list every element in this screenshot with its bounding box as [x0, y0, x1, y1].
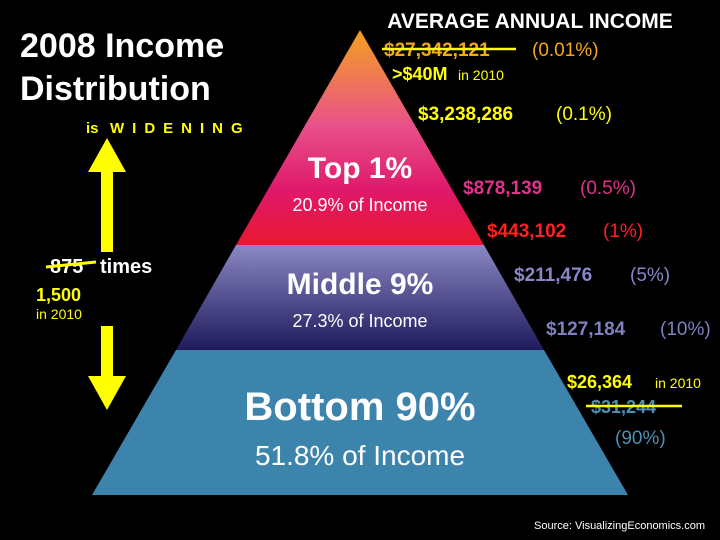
- title: 2008 Income: [20, 27, 224, 65]
- income-group: (0.01%): [532, 40, 599, 61]
- income-group: (0.1%): [556, 104, 612, 125]
- subtitle-prefix: is: [86, 120, 99, 137]
- income-group: (90%): [615, 428, 666, 449]
- income-note: in 2010: [655, 375, 701, 391]
- income-amount: $878,139: [463, 178, 542, 199]
- ratio-new: 1,500: [36, 285, 81, 305]
- income-group: (10%): [660, 319, 711, 340]
- income-amount: >$40M: [392, 64, 448, 84]
- ratio-unit: times: [100, 256, 152, 278]
- tier-bottom: [92, 350, 628, 495]
- tier-name: Bottom 90%: [244, 385, 475, 429]
- tier-share: 27.3% of Income: [292, 311, 427, 331]
- tier-top: [236, 30, 484, 245]
- income-amount: $26,364: [567, 372, 632, 392]
- income-amount: $127,184: [546, 319, 626, 340]
- income-group: (1%): [603, 221, 643, 242]
- ratio-old: 875: [50, 256, 83, 278]
- subtitle-word: WIDENING: [110, 120, 251, 137]
- income-note: in 2010: [458, 67, 504, 83]
- tier-middle: [176, 245, 544, 350]
- tier-name: Top 1%: [308, 152, 412, 185]
- strikethrough: [45, 260, 97, 269]
- income-group: (0.5%): [580, 178, 636, 199]
- income-amount: $27,342,121: [384, 40, 490, 61]
- title: Distribution: [20, 70, 211, 108]
- tier-name: Middle 9%: [287, 268, 434, 301]
- double-arrow: [88, 138, 126, 410]
- tier-share: 51.8% of Income: [255, 440, 465, 471]
- ratio-note: in 2010: [36, 306, 82, 322]
- tier-share: 20.9% of Income: [292, 195, 427, 215]
- income-amount: $443,102: [487, 221, 566, 242]
- income-group: (5%): [630, 265, 670, 286]
- income-amount: $3,238,286: [418, 104, 513, 125]
- income-amount: $211,476: [514, 265, 592, 286]
- header: AVERAGE ANNUAL INCOME: [387, 10, 672, 33]
- source: Source: VisualizingEconomics.com: [534, 520, 705, 532]
